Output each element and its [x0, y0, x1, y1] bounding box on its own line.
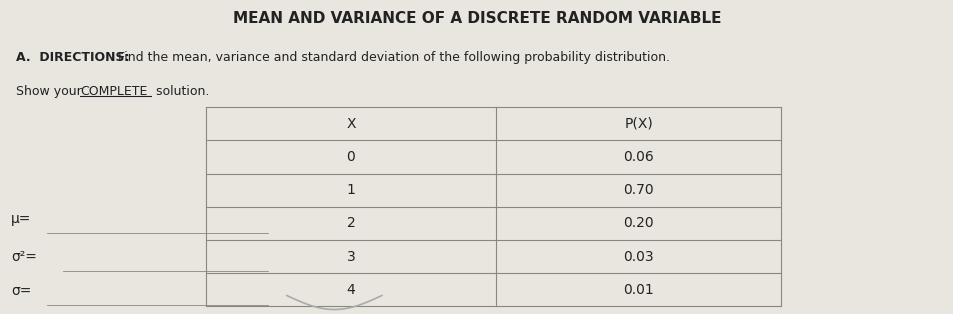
Text: COMPLETE: COMPLETE	[80, 85, 148, 98]
Text: X: X	[346, 117, 355, 131]
Text: P(X): P(X)	[623, 117, 653, 131]
Text: 4: 4	[346, 283, 355, 297]
Text: A.  DIRECTIONS:: A. DIRECTIONS:	[15, 51, 129, 64]
Text: 0.01: 0.01	[622, 283, 654, 297]
Text: 2: 2	[346, 216, 355, 230]
Text: Find the mean, variance and standard deviation of the following probability dist: Find the mean, variance and standard dev…	[113, 51, 669, 64]
Text: μ=: μ=	[10, 212, 31, 226]
Text: MEAN AND VARIANCE OF A DISCRETE RANDOM VARIABLE: MEAN AND VARIANCE OF A DISCRETE RANDOM V…	[233, 11, 720, 26]
Text: σ=: σ=	[10, 284, 31, 298]
Text: 1: 1	[346, 183, 355, 197]
Text: 0.03: 0.03	[622, 250, 654, 263]
Text: solution.: solution.	[152, 85, 209, 98]
Text: 0.20: 0.20	[622, 216, 654, 230]
Text: 0.06: 0.06	[622, 150, 654, 164]
Text: Show your: Show your	[15, 85, 86, 98]
Text: 3: 3	[346, 250, 355, 263]
Text: 0: 0	[346, 150, 355, 164]
Text: 0.70: 0.70	[622, 183, 654, 197]
Text: σ²=: σ²=	[10, 250, 37, 263]
